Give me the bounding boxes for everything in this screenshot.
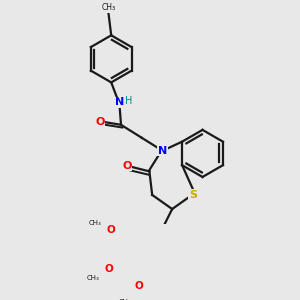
- Text: O: O: [122, 161, 132, 171]
- Text: O: O: [95, 117, 105, 127]
- Text: O: O: [106, 225, 115, 235]
- Text: N: N: [158, 146, 167, 156]
- Text: S: S: [189, 190, 197, 200]
- Text: H: H: [125, 96, 132, 106]
- Text: CH₃: CH₃: [118, 299, 131, 300]
- Text: CH₃: CH₃: [86, 275, 99, 281]
- Text: CH₃: CH₃: [101, 4, 116, 13]
- Text: O: O: [105, 264, 114, 274]
- Text: CH₃: CH₃: [89, 220, 102, 226]
- Text: N: N: [115, 98, 124, 107]
- Text: O: O: [135, 281, 143, 291]
